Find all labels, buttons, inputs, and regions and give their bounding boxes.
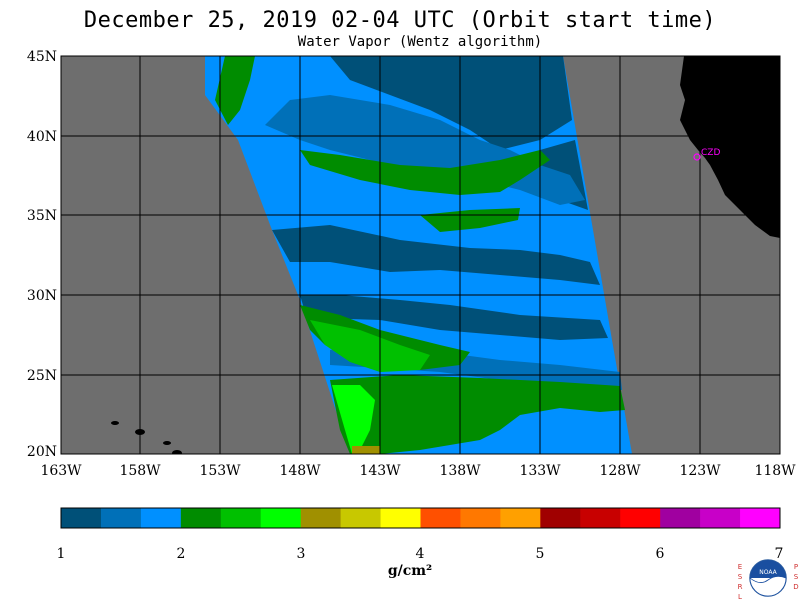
lon-tick-label: 163W <box>40 463 82 479</box>
colorbar-segment <box>700 508 741 528</box>
svg-text:L: L <box>738 593 742 600</box>
vapor-dry-north <box>330 56 572 150</box>
colorbar-tick-label: 1 <box>56 546 66 562</box>
vapor-dry-band2 <box>300 295 608 340</box>
colorbar-unit: g/cm² <box>387 563 433 579</box>
colorbar-segment <box>620 508 661 528</box>
colorbar-segment <box>580 508 621 528</box>
lat-tick-label: 20N <box>27 444 57 460</box>
lon-tick-label: 128W <box>599 463 641 479</box>
colorbar-segment <box>740 508 781 528</box>
svg-text:P: P <box>794 563 798 571</box>
colorbar-segment <box>61 508 102 528</box>
lat-tick-label: 25N <box>27 368 57 384</box>
colorbar-segment <box>140 508 182 528</box>
colorbar-segment <box>660 508 701 528</box>
vapor-moist-olive <box>352 446 380 454</box>
island-1 <box>111 421 119 425</box>
colorbar-tick-label: 4 <box>415 546 425 562</box>
svg-text:E: E <box>738 563 742 571</box>
vapor-moist-south <box>300 305 470 370</box>
colorbar-tick-label: 2 <box>176 546 186 562</box>
lat-tick-label: 40N <box>27 129 57 145</box>
station-label: CZD <box>701 148 720 158</box>
colorbar-tick-label: 6 <box>655 546 665 562</box>
lon-tick-label: 133W <box>519 463 561 479</box>
lon-tick-label: 158W <box>119 463 161 479</box>
island-4 <box>172 450 182 454</box>
colorbar-segment <box>260 508 302 528</box>
colorbar-segment <box>300 508 342 528</box>
lat-tick-label: 30N <box>27 288 57 304</box>
map-frame <box>60 55 781 455</box>
svg-text:D: D <box>793 583 798 591</box>
colorbar-tick-label: 5 <box>535 546 545 562</box>
lon-tick-label: 153W <box>199 463 241 479</box>
vapor-wet-south <box>310 320 430 372</box>
lon-tick-label: 118W <box>754 463 796 479</box>
vapor-moist-band1 <box>300 150 550 195</box>
lon-tick-label: 143W <box>359 463 401 479</box>
lon-tick-label: 138W <box>439 463 481 479</box>
colorbar-segment <box>340 508 382 528</box>
colorbar-tick-label: 3 <box>296 546 306 562</box>
page-subtitle: Water Vapor (Wentz algorithm) <box>297 34 543 50</box>
colorbar-segment <box>420 508 461 528</box>
lat-tick-label: 35N <box>27 208 57 224</box>
colorbar-segment <box>380 508 421 528</box>
colorbar-segment <box>460 508 501 528</box>
lon-axis-labels: 163W 158W 153W 148W 143W 138W 133W 128W … <box>40 463 796 479</box>
colorbar-segment <box>180 508 222 528</box>
svg-text:S: S <box>794 573 799 581</box>
lon-tick-label: 123W <box>679 463 721 479</box>
colorbar <box>61 508 781 528</box>
colorbar-segment <box>220 508 262 528</box>
page-title: December 25, 2019 02-04 UTC (Orbit start… <box>83 8 717 33</box>
svg-text:R: R <box>738 583 743 591</box>
colorbar-tick-label: 7 <box>774 546 784 562</box>
lat-tick-label: 45N <box>27 49 57 65</box>
lat-axis-labels: 45N 40N 35N 30N 25N 20N <box>27 49 57 460</box>
station-marker-icon <box>693 153 701 161</box>
island-3 <box>163 441 171 445</box>
colorbar-segment <box>500 508 541 528</box>
colorbar-segment <box>540 508 581 528</box>
vapor-moist-north <box>215 56 255 125</box>
lat-lon-grid <box>61 56 780 454</box>
vapor-moist-tropics <box>330 375 625 454</box>
lon-tick-label: 148W <box>279 463 321 479</box>
colorbar-segment <box>100 508 142 528</box>
colorbar-frame <box>60 507 781 529</box>
vapor-moist-band2 <box>420 208 520 232</box>
vapor-dry-band1 <box>272 225 600 285</box>
svg-text:NOAA: NOAA <box>759 569 777 576</box>
vapor-wet-tropics <box>332 385 375 454</box>
land-california <box>680 56 780 238</box>
svg-text:S: S <box>738 573 743 581</box>
